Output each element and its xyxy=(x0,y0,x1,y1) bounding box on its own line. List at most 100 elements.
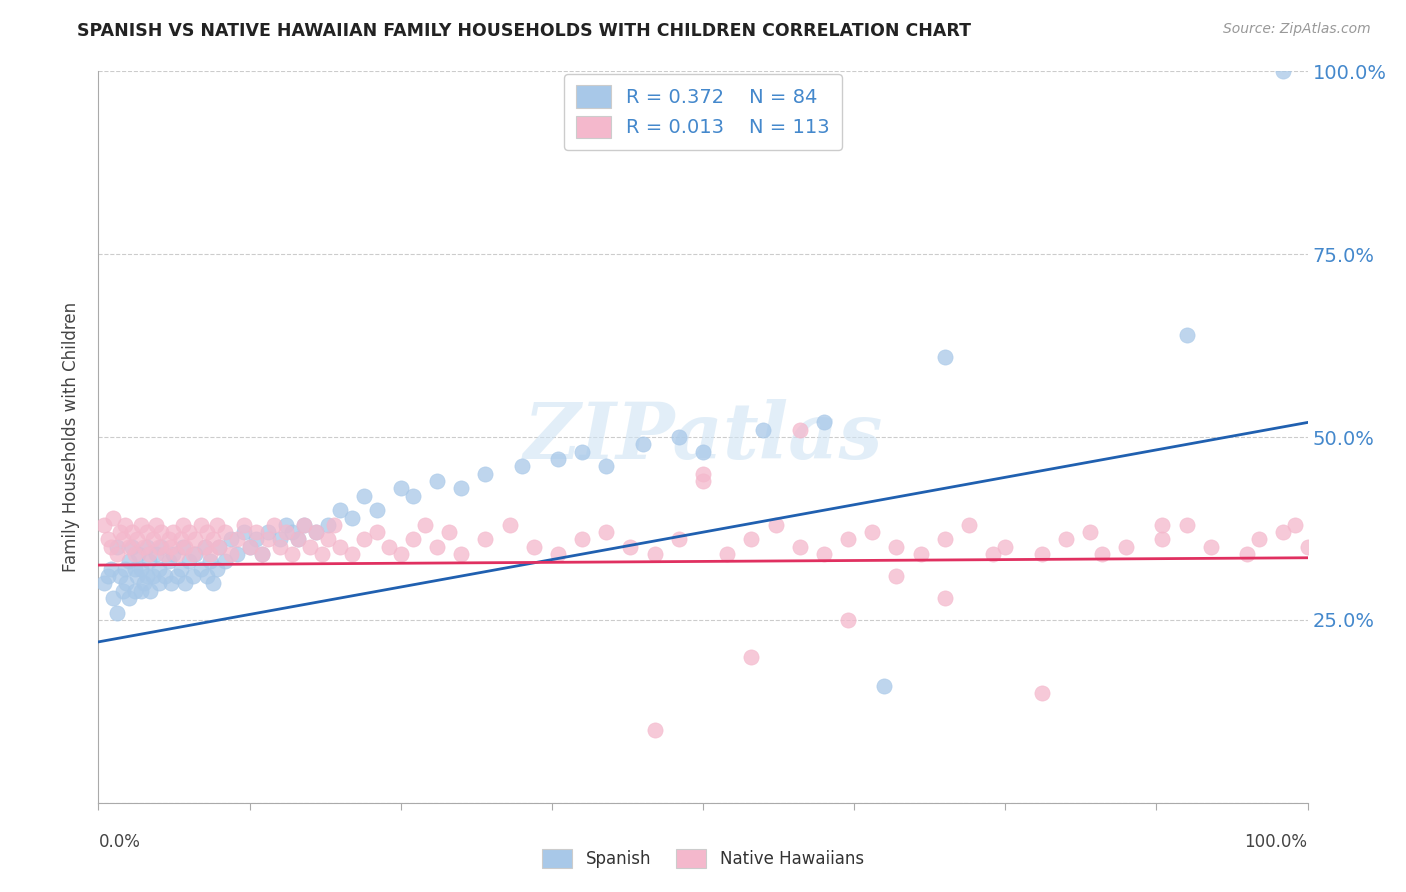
Point xyxy=(121,525,143,540)
Point xyxy=(1078,525,1101,540)
Point xyxy=(342,510,364,524)
Point xyxy=(281,525,304,540)
Text: SPANISH VS NATIVE HAWAIIAN FAMILY HOUSEHOLDS WITH CHILDREN CORRELATION CHART: SPANISH VS NATIVE HAWAIIAN FAMILY HOUSEH… xyxy=(77,22,972,40)
Text: ZIPatlas: ZIPatlas xyxy=(523,399,883,475)
Point xyxy=(789,423,811,437)
Point xyxy=(208,540,231,554)
Point xyxy=(108,569,131,583)
Point xyxy=(692,467,714,481)
Point xyxy=(789,540,811,554)
Point xyxy=(101,591,124,605)
Point xyxy=(299,540,322,554)
Point xyxy=(668,533,690,547)
Point xyxy=(160,576,183,591)
Point xyxy=(498,517,520,532)
Point xyxy=(366,503,388,517)
Point xyxy=(166,569,188,583)
Point xyxy=(124,583,146,598)
Point xyxy=(148,540,170,554)
Point xyxy=(1152,533,1174,547)
Point xyxy=(342,547,364,561)
Point xyxy=(245,525,267,540)
Point xyxy=(305,525,328,540)
Point xyxy=(426,540,449,554)
Point xyxy=(813,416,835,430)
Point xyxy=(595,525,617,540)
Point xyxy=(934,350,956,364)
Point xyxy=(269,533,291,547)
Point xyxy=(174,540,197,554)
Point xyxy=(174,576,197,591)
Point xyxy=(160,540,183,554)
Point xyxy=(765,517,787,532)
Point xyxy=(129,583,152,598)
Point xyxy=(205,517,228,532)
Point xyxy=(105,547,128,561)
Point xyxy=(232,517,254,532)
Point xyxy=(250,547,273,561)
Point xyxy=(837,613,859,627)
Point xyxy=(162,525,184,540)
Point xyxy=(523,540,546,554)
Point xyxy=(1284,517,1306,532)
Point xyxy=(402,489,425,503)
Point xyxy=(316,517,339,532)
Point xyxy=(148,576,170,591)
Point xyxy=(135,540,157,554)
Point xyxy=(202,533,225,547)
Point xyxy=(837,533,859,547)
Point xyxy=(162,547,184,561)
Point xyxy=(269,540,291,554)
Legend: R = 0.372    N = 84, R = 0.013    N = 113: R = 0.372 N = 84, R = 0.013 N = 113 xyxy=(564,74,842,150)
Point xyxy=(232,525,254,540)
Point xyxy=(169,562,191,576)
Point xyxy=(124,547,146,561)
Point xyxy=(245,533,267,547)
Point xyxy=(194,540,217,554)
Point xyxy=(198,554,221,568)
Point xyxy=(740,533,762,547)
Point xyxy=(134,540,156,554)
Point xyxy=(169,533,191,547)
Y-axis label: Family Households with Children: Family Households with Children xyxy=(62,302,80,572)
Point xyxy=(226,547,249,561)
Point xyxy=(510,459,533,474)
Point xyxy=(450,481,472,495)
Text: 100.0%: 100.0% xyxy=(1244,833,1308,851)
Point xyxy=(1175,327,1198,342)
Point xyxy=(129,562,152,576)
Point xyxy=(413,517,436,532)
Point xyxy=(93,576,115,591)
Point xyxy=(1272,525,1295,540)
Point xyxy=(692,474,714,488)
Point xyxy=(190,562,212,576)
Point xyxy=(118,540,141,554)
Point xyxy=(127,547,149,561)
Point xyxy=(239,540,262,554)
Point xyxy=(135,525,157,540)
Point xyxy=(101,510,124,524)
Point xyxy=(202,576,225,591)
Point xyxy=(311,547,333,561)
Point xyxy=(957,517,980,532)
Point xyxy=(198,547,221,561)
Point xyxy=(114,562,136,576)
Point xyxy=(153,547,176,561)
Point xyxy=(1031,686,1053,700)
Point xyxy=(127,569,149,583)
Point xyxy=(981,547,1004,561)
Point xyxy=(195,525,218,540)
Point xyxy=(115,576,138,591)
Point xyxy=(329,503,352,517)
Point xyxy=(740,649,762,664)
Point xyxy=(1152,517,1174,532)
Point xyxy=(644,547,666,561)
Point xyxy=(571,444,593,458)
Point xyxy=(166,547,188,561)
Point xyxy=(450,547,472,561)
Point xyxy=(221,547,243,561)
Point xyxy=(250,547,273,561)
Point xyxy=(692,444,714,458)
Point xyxy=(316,533,339,547)
Point xyxy=(274,525,297,540)
